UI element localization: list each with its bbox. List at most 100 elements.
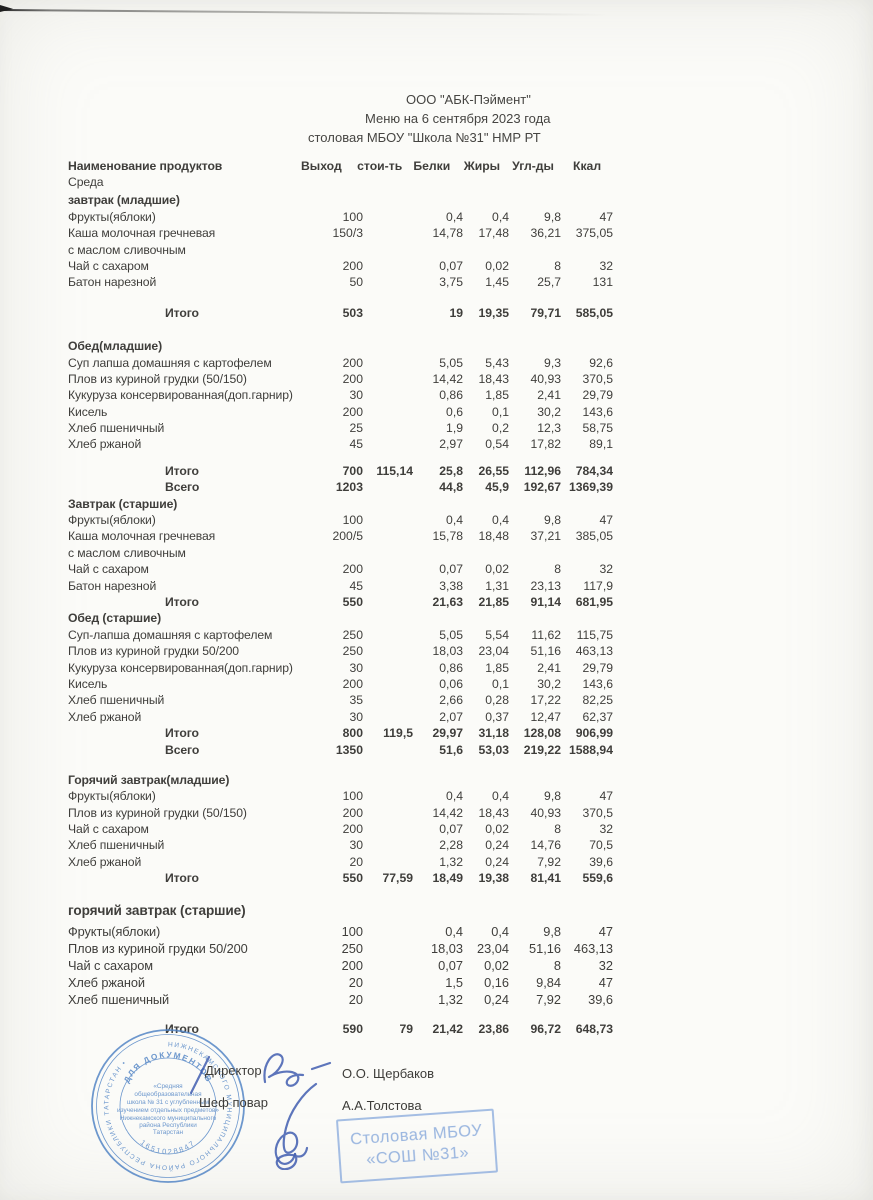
table-row: Чай с сахаром 200 0,07 0,02 8 32 — [68, 823, 616, 839]
scan-edge-artifact — [0, 5, 13, 12]
cell-belki: 0,06 — [439, 676, 463, 691]
cell-belki: 25,8 — [439, 463, 463, 478]
table-row: с маслом сливочным — [68, 547, 616, 563]
cell-stoimost: 115,14 — [376, 463, 413, 478]
cell-zhiry: 5,54 — [485, 627, 509, 642]
cell-uglevody: 36,21 — [530, 226, 562, 241]
row-name: Плов из куриной грудки 50/200 — [68, 940, 248, 956]
cell-vyhod: 100 — [341, 923, 363, 939]
cell-uglevody: 2,41 — [537, 388, 561, 403]
cell-belki: 5,05 — [439, 355, 463, 370]
scan-edge-line — [0, 9, 640, 17]
director-name: О.О. Щербаков — [342, 1066, 435, 1081]
cell-vyhod: 20 — [348, 991, 363, 1007]
row-name: Хлеб ржаной — [68, 437, 142, 452]
row-name: Кисель — [68, 676, 108, 691]
cell-vyhod: 200 — [342, 676, 363, 691]
cell-vyhod: 503 — [342, 305, 363, 320]
row-name: Кукуруза консервированная(доп.гарнир) — [68, 388, 293, 403]
cell-zhiry: 23,04 — [476, 940, 509, 956]
cell-kkal: 370,5 — [582, 805, 614, 820]
cell-belki: 14,42 — [432, 371, 464, 386]
cell-zhiry: 0,02 — [484, 957, 509, 973]
table-row: Плов из куриной грудки 50/200 250 18,03 23,… — [68, 645, 616, 661]
cell-kkal: 70,5 — [589, 838, 613, 853]
cell-uglevody: 9,8 — [544, 209, 561, 224]
row-name: Суп лапша домашняя с картофелем — [68, 355, 272, 370]
table-row: Чай с сахаром 200 0,07 0,02 8 32 — [68, 957, 616, 977]
cell-kkal: 585,05 — [575, 305, 613, 320]
row-name: Хлеб ржаной — [68, 709, 142, 724]
cell-belki: 1,32 — [438, 991, 463, 1007]
cell-vyhod: 1350 — [335, 742, 363, 757]
cell-zhiry: 0,2 — [492, 421, 509, 436]
cell-belki: 0,07 — [439, 562, 463, 577]
cell-kkal: 463,13 — [573, 940, 613, 956]
section-header-row: Завтрак (старшие) — [68, 497, 616, 514]
cell-kkal: 559,6 — [582, 871, 614, 886]
stamp-line: района Республики — [139, 1121, 197, 1129]
cell-zhiry: 0,24 — [485, 838, 509, 853]
chef-name: А.А.Толстова — [342, 1098, 422, 1113]
cell-zhiry: 31,18 — [478, 726, 510, 741]
column-header-kkal: Ккал — [573, 159, 602, 173]
section-header-row: Обед(младшие) — [68, 340, 616, 356]
cell-zhiry: 0,4 — [492, 789, 509, 804]
row-name: Батон нарезной — [68, 275, 157, 290]
cell-uglevody: 11,62 — [531, 627, 561, 642]
row-name: Чай с сахаром — [68, 957, 153, 973]
table-row: Фрукты(яблоки) 100 0,4 0,4 9,8 47 — [68, 923, 616, 943]
cell-vyhod: 200 — [342, 371, 363, 386]
column-header-zhiry: Жиры — [463, 159, 501, 173]
cell-vyhod: 800 — [342, 726, 363, 741]
cell-belki: 1,9 — [446, 421, 463, 436]
table-row: с маслом сливочным — [68, 243, 616, 260]
column-header-vyhod: Выход — [300, 159, 342, 173]
cell-uglevody: 9,8 — [543, 923, 561, 939]
cell-kkal: 62,37 — [582, 709, 614, 724]
cell-belki: 44,8 — [439, 480, 463, 495]
cell-belki: 1,5 — [445, 974, 463, 990]
row-name: Среда — [68, 175, 104, 190]
cell-belki: 2,66 — [439, 693, 463, 708]
cell-vyhod: 200 — [341, 957, 363, 973]
row-name: Фрукты(яблоки) — [68, 513, 156, 528]
cell-zhiry: 18,43 — [478, 371, 510, 386]
cell-belki: 18,49 — [432, 871, 464, 886]
cell-uglevody: 8 — [554, 258, 561, 273]
table-row: Фрукты(яблоки) 100 0,4 0,4 9,8 47 — [68, 790, 616, 806]
cell-uglevody: 2,41 — [537, 660, 561, 675]
cell-belki: 0,86 — [439, 660, 463, 675]
cell-belki: 14,42 — [432, 805, 464, 820]
stamp-line: общеобразовательная — [134, 1090, 202, 1098]
table-row: Хлеб пшеничный 35 2,66 0,28 17,22 82,25 — [68, 694, 616, 710]
cell-belki: 14,78 — [432, 226, 464, 241]
section-header-row: Горячий завтрак(младшие) — [68, 774, 616, 790]
chef-label: Шеф повар — [199, 1095, 268, 1110]
stamp-number: 1651028847 — [139, 1138, 196, 1156]
round-stamp: НИЖНЕКАМСКОГО МУНИЦИПАЛЬНОГО РАЙОНА РЕСП… — [91, 1029, 245, 1183]
row-name: Итого — [165, 726, 199, 741]
cell-uglevody: 8 — [553, 957, 561, 973]
cell-uglevody: 9,3 — [544, 355, 561, 370]
row-name: Итого — [165, 463, 199, 478]
cell-zhiry: 0,02 — [485, 562, 509, 577]
cell-zhiry: 1,45 — [485, 275, 509, 290]
cell-vyhod: 200 — [342, 258, 363, 273]
cell-uglevody: 30,2 — [537, 676, 561, 691]
day-row: Среда — [68, 176, 616, 194]
cell-vyhod: 200 — [342, 355, 363, 370]
cell-uglevody: 9,84 — [536, 974, 561, 990]
cell-uglevody: 40,93 — [530, 805, 562, 820]
cell-vyhod: 250 — [342, 644, 363, 659]
cell-belki: 2,07 — [439, 709, 463, 724]
table-row: Хлеб пшеничный 20 1,32 0,24 7,92 39,6 — [68, 991, 616, 1011]
cell-uglevody: 8 — [554, 562, 561, 577]
cell-belki: 0,07 — [438, 957, 463, 973]
cell-belki: 18,03 — [432, 644, 464, 659]
cell-kkal: 29,79 — [582, 388, 614, 403]
cell-uglevody: 192,67 — [523, 480, 561, 495]
row-name: Хлеб пшеничный — [68, 991, 170, 1007]
row-name: Фрукты(яблоки) — [68, 209, 156, 224]
